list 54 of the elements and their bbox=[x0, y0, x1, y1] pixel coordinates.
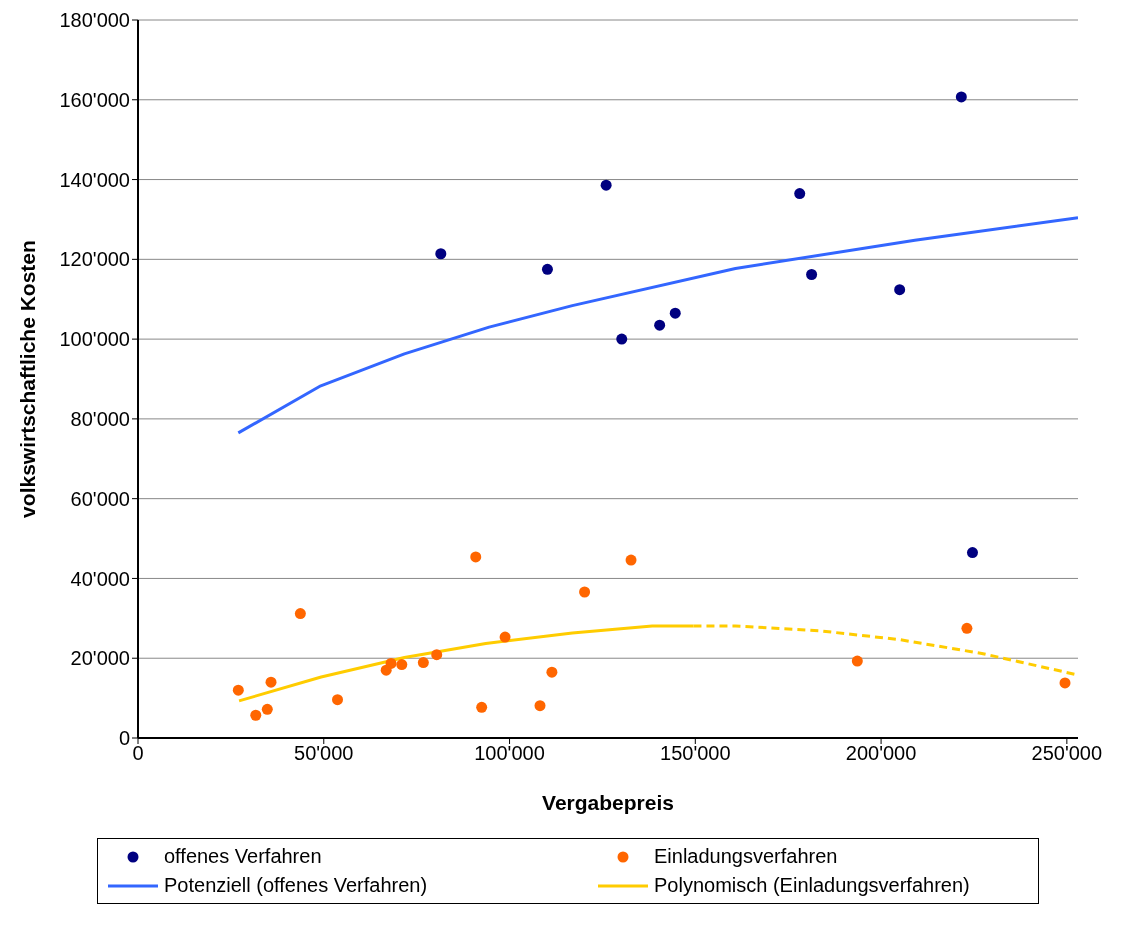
point bbox=[396, 659, 408, 671]
point bbox=[250, 709, 262, 721]
point bbox=[476, 701, 488, 713]
y-tick-label: 140'000 bbox=[59, 168, 130, 191]
point bbox=[579, 586, 591, 598]
point bbox=[541, 263, 553, 275]
point bbox=[534, 700, 546, 712]
y-tick-label: 100'000 bbox=[59, 328, 130, 351]
y-axis-title: volkswirtschaftliche Kosten bbox=[16, 240, 40, 518]
point bbox=[851, 655, 863, 667]
point bbox=[961, 622, 973, 634]
point bbox=[265, 676, 277, 688]
point bbox=[499, 631, 511, 643]
y-tick-label: 160'000 bbox=[59, 88, 130, 111]
y-tick-label: 0 bbox=[118, 727, 130, 750]
point bbox=[294, 608, 306, 620]
point bbox=[470, 551, 482, 563]
x-tick-label: 100'000 bbox=[474, 742, 545, 765]
y-tick-label: 80'000 bbox=[70, 407, 130, 430]
x-tick-label: 50'000 bbox=[294, 742, 354, 765]
x-tick-label: 200'000 bbox=[845, 742, 917, 765]
point bbox=[385, 657, 397, 669]
point bbox=[600, 179, 612, 191]
x-axis-title: Vergabepreis bbox=[542, 791, 674, 814]
point bbox=[546, 666, 558, 678]
point bbox=[654, 319, 666, 331]
x-tick-label: 0 bbox=[132, 742, 144, 765]
point bbox=[625, 554, 637, 566]
point bbox=[806, 268, 818, 280]
y-tick-label: 60'000 bbox=[70, 487, 130, 510]
legend-label: Polynomisch (Einladungsverfahren) bbox=[654, 874, 970, 897]
legend-label: Einladungsverfahren bbox=[654, 845, 838, 868]
point bbox=[794, 188, 806, 200]
legend-label: offenes Verfahren bbox=[164, 845, 322, 868]
x-tick-label: 150'000 bbox=[660, 742, 731, 765]
point bbox=[616, 333, 628, 345]
y-tick-label: 40'000 bbox=[70, 567, 130, 590]
y-tick-label: 120'000 bbox=[59, 248, 130, 271]
point bbox=[435, 248, 447, 260]
y-tick-label: 180'000 bbox=[59, 9, 130, 32]
point bbox=[261, 703, 273, 715]
point bbox=[966, 547, 978, 559]
point bbox=[332, 694, 344, 706]
legend-label: Potenziell (offenes Verfahren) bbox=[164, 874, 428, 897]
x-tick-label: 250'000 bbox=[1031, 742, 1103, 765]
point bbox=[894, 284, 906, 296]
point bbox=[232, 684, 244, 696]
point bbox=[1059, 677, 1071, 689]
line-series bbox=[236, 216, 1078, 435]
y-tick-label: 20'000 bbox=[70, 647, 130, 670]
point bbox=[669, 307, 681, 319]
point bbox=[431, 649, 443, 661]
point bbox=[955, 91, 967, 103]
point bbox=[417, 657, 429, 669]
